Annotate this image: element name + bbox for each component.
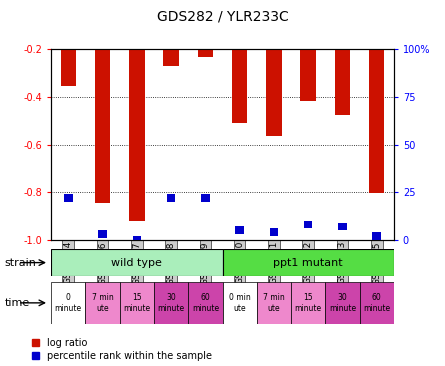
Bar: [167, 194, 175, 202]
Bar: [98, 230, 107, 238]
Bar: [188, 282, 222, 324]
Bar: [325, 282, 360, 324]
Text: strain: strain: [4, 258, 36, 268]
Bar: [360, 282, 394, 324]
Bar: [85, 282, 120, 324]
Bar: [95, 49, 110, 203]
Bar: [163, 49, 179, 66]
Text: 15
minute: 15 minute: [295, 293, 322, 313]
Bar: [300, 49, 316, 101]
Bar: [369, 49, 384, 193]
Bar: [51, 282, 85, 324]
Text: 7 min
ute: 7 min ute: [92, 293, 113, 313]
Bar: [64, 194, 73, 202]
Text: 7 min
ute: 7 min ute: [263, 293, 285, 313]
Text: GDS282 / YLR233C: GDS282 / YLR233C: [157, 9, 288, 23]
Bar: [120, 282, 154, 324]
Text: wild type: wild type: [111, 258, 162, 268]
Bar: [235, 227, 244, 234]
Text: 60
minute: 60 minute: [363, 293, 390, 313]
Bar: [270, 228, 278, 236]
Text: 0 min
ute: 0 min ute: [229, 293, 251, 313]
Text: ppt1 mutant: ppt1 mutant: [273, 258, 343, 268]
Bar: [222, 282, 257, 324]
Bar: [201, 194, 210, 202]
Legend: log ratio, percentile rank within the sample: log ratio, percentile rank within the sa…: [32, 338, 212, 361]
Bar: [154, 282, 188, 324]
Text: 0
minute: 0 minute: [55, 293, 82, 313]
Bar: [266, 49, 282, 136]
Text: 60
minute: 60 minute: [192, 293, 219, 313]
Bar: [232, 49, 247, 123]
Text: 15
minute: 15 minute: [123, 293, 150, 313]
Bar: [129, 49, 145, 221]
Bar: [291, 282, 325, 324]
Text: time: time: [4, 298, 30, 308]
Bar: [51, 249, 223, 276]
Bar: [61, 49, 76, 86]
Bar: [257, 282, 291, 324]
Bar: [198, 49, 213, 57]
Bar: [338, 223, 347, 230]
Text: 30
minute: 30 minute: [329, 293, 356, 313]
Bar: [133, 236, 141, 243]
Bar: [222, 249, 394, 276]
Bar: [304, 221, 312, 228]
Bar: [335, 49, 350, 115]
Text: 30
minute: 30 minute: [158, 293, 185, 313]
Bar: [372, 232, 381, 240]
